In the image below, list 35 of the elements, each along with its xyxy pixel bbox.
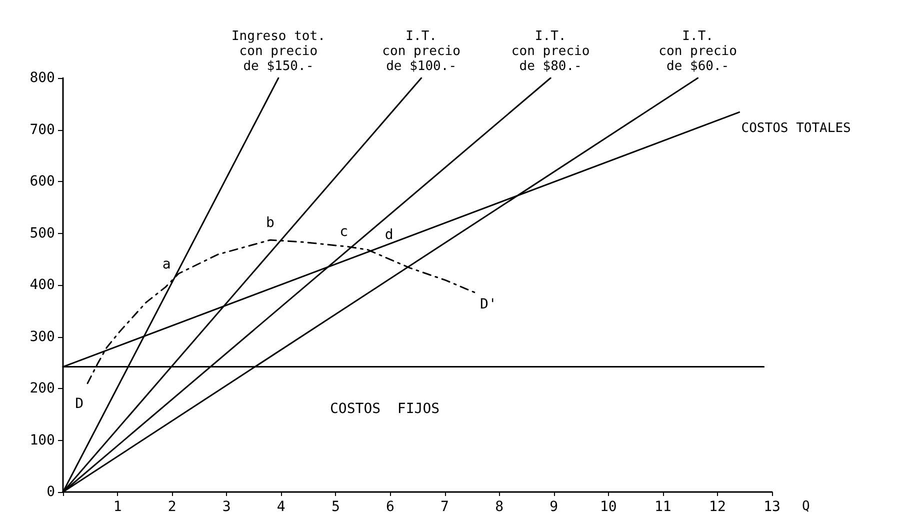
x-tick-label: 1 [113,499,122,515]
annotation: D' [480,296,497,313]
series-label: COSTOS TOTALES [741,121,851,136]
x-tick-label: 10 [600,499,617,515]
y-tick-label: 200 [30,380,55,396]
annotation: b [266,214,274,231]
text: I.T. con precio de $100.- [382,29,460,74]
annotation: a [162,256,171,272]
y-tick-label: 500 [30,225,55,242]
x-axis-title: Q [802,499,810,514]
y-tick-label: 600 [30,174,55,190]
annotation: COSTOS FIJOS [330,401,440,418]
x-tick-label: 2 [168,499,176,515]
annotation: d [384,226,394,243]
x-tick-label: 9 [550,499,558,515]
y-tick-label: 100 [30,432,55,448]
y-tick-label: 400 [30,277,55,293]
y-tick-label: 0 [46,484,55,500]
x-tick-label: 5 [331,499,340,515]
x-tick-label: 4 [276,499,286,515]
y-tick-label: 700 [30,122,55,138]
annotation: D [75,396,84,412]
x-tick-label: 13 [764,499,780,515]
annotation: c [340,224,348,240]
text: I.T. con precio de $80.- [511,29,590,74]
x-tick-label: 11 [654,499,672,515]
text: Ingreso tot. con precio de $150.- [231,29,326,74]
series-label: I.T. con precio de $60.- [658,29,737,74]
y-tick-label: 800 [30,70,55,86]
x-tick-label: 6 [386,499,394,515]
y-tick-label: 300 [30,328,55,345]
x-tick-label: 12 [709,499,726,515]
x-tick-label: 7 [440,499,449,515]
x-tick-label: 8 [495,499,504,515]
x-tick-label: 3 [222,499,231,515]
